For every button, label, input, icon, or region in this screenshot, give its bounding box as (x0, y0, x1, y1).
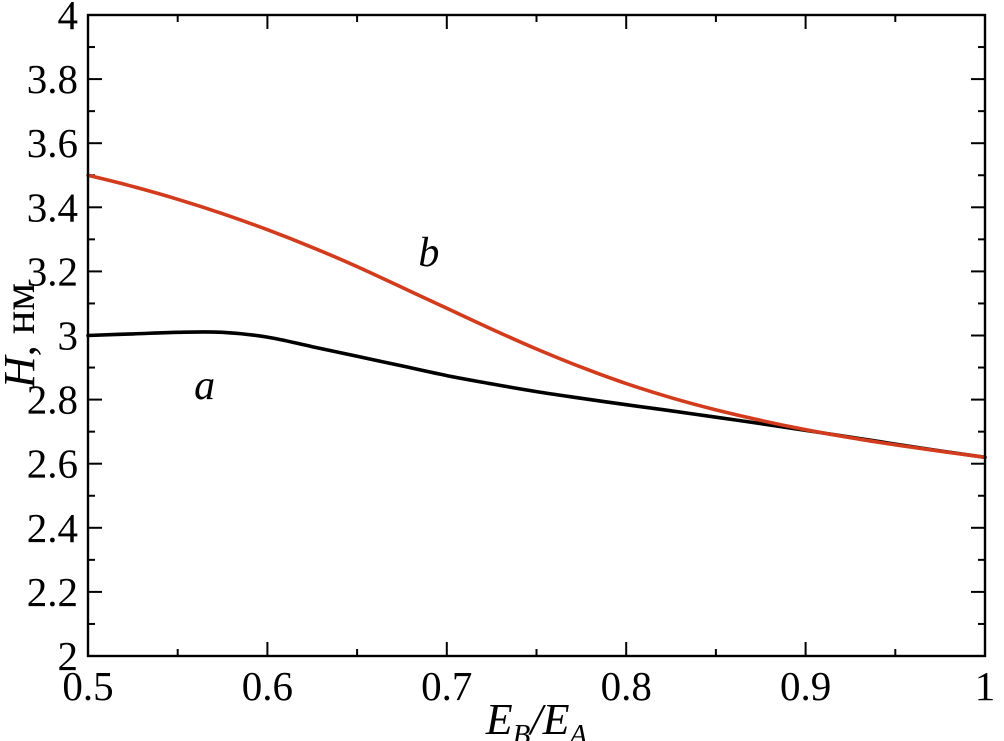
annotation-a: a (194, 363, 215, 409)
y-tick-label: 3.4 (27, 184, 78, 230)
y-axis-title: H, нм (0, 283, 44, 389)
y-tick-label: 3.2 (27, 248, 78, 294)
x-tick-label: 0.8 (601, 663, 652, 709)
curve-annotations: ab (194, 230, 439, 409)
plot-frame (86, 13, 987, 658)
x-tick-label: 1 (975, 663, 996, 709)
data-series (86, 173, 987, 460)
x-axis-tick-labels: 0.5 0.6 0.7 0.8 0.9 1 (62, 663, 995, 709)
axis-titles: EB/EA H, нм (0, 283, 588, 741)
y-tick-label: 3.8 (27, 56, 78, 102)
annotation-b: b (418, 230, 439, 276)
series-b-curve (86, 173, 987, 460)
y-tick-label: 3 (58, 313, 79, 359)
y-tick-label: 2.8 (27, 377, 78, 423)
x-tick-label: 0.9 (780, 663, 831, 709)
y-tick-label: 2 (58, 633, 79, 679)
y-tick-label: 3.6 (27, 120, 78, 166)
x-tick-label: 0.6 (242, 663, 293, 709)
y-tick-label: 2.4 (27, 505, 78, 551)
axis-ticks (87, 14, 986, 657)
y-tick-label: 4 (58, 0, 79, 38)
y-tick-label: 2.2 (27, 569, 78, 615)
y-axis-tick-labels: 2 2.2 2.4 2.6 2.8 3 3.2 3.4 3.6 3.8 4 (27, 0, 78, 679)
x-tick-label: 0.5 (62, 663, 113, 709)
y-tick-label: 2.6 (27, 441, 78, 487)
x-axis-title: EB/EA (485, 695, 588, 741)
x-tick-label: 0.7 (421, 663, 472, 709)
